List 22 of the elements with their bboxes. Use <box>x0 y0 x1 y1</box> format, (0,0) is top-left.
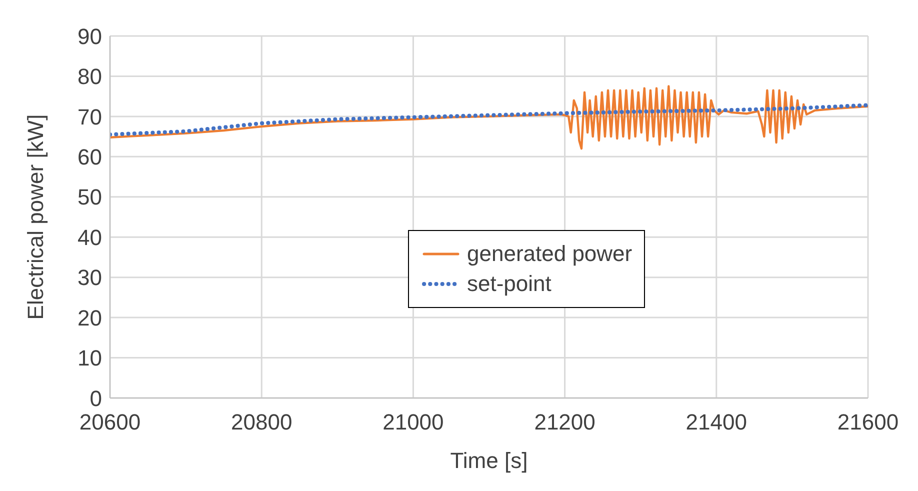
x-tick-label: 20800 <box>231 410 292 435</box>
legend-label: set-point <box>467 271 552 297</box>
line-series <box>110 85 868 150</box>
x-tick-label: 20600 <box>79 410 141 435</box>
y-tick-label: 20 <box>78 305 102 330</box>
y-tick-label: 10 <box>78 346 102 371</box>
y-tick-label: 80 <box>78 64 102 90</box>
legend-label: generated power <box>467 241 632 267</box>
y-tick-label: 60 <box>78 144 102 170</box>
y-tick-label: 30 <box>78 265 102 290</box>
line-series <box>110 103 868 137</box>
x-tick-label: 21200 <box>534 410 596 435</box>
y-tick-label: 40 <box>78 224 102 250</box>
x-tick-label: 21600 <box>837 410 899 435</box>
y-tick-label: 70 <box>78 104 102 130</box>
y-axis-title: Electrical power [kW] <box>22 114 48 320</box>
y-tick-label: 90 <box>78 24 102 49</box>
x-tick-label: 21400 <box>686 410 747 435</box>
y-tick-label: 50 <box>78 184 102 210</box>
y-tick-label: 0 <box>90 386 102 411</box>
x-tick-label: 21000 <box>382 410 444 435</box>
x-axis-title: Time [s] <box>450 448 528 473</box>
